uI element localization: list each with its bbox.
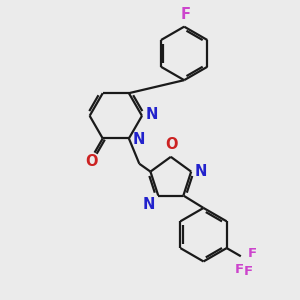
Text: F: F xyxy=(181,7,191,22)
Text: F: F xyxy=(248,248,256,260)
Text: F: F xyxy=(235,263,244,276)
Text: O: O xyxy=(85,154,97,169)
Text: N: N xyxy=(133,133,145,148)
Text: N: N xyxy=(195,164,207,179)
Text: N: N xyxy=(146,107,158,122)
Text: N: N xyxy=(142,197,155,212)
Text: O: O xyxy=(165,137,178,152)
Text: F: F xyxy=(244,265,253,278)
